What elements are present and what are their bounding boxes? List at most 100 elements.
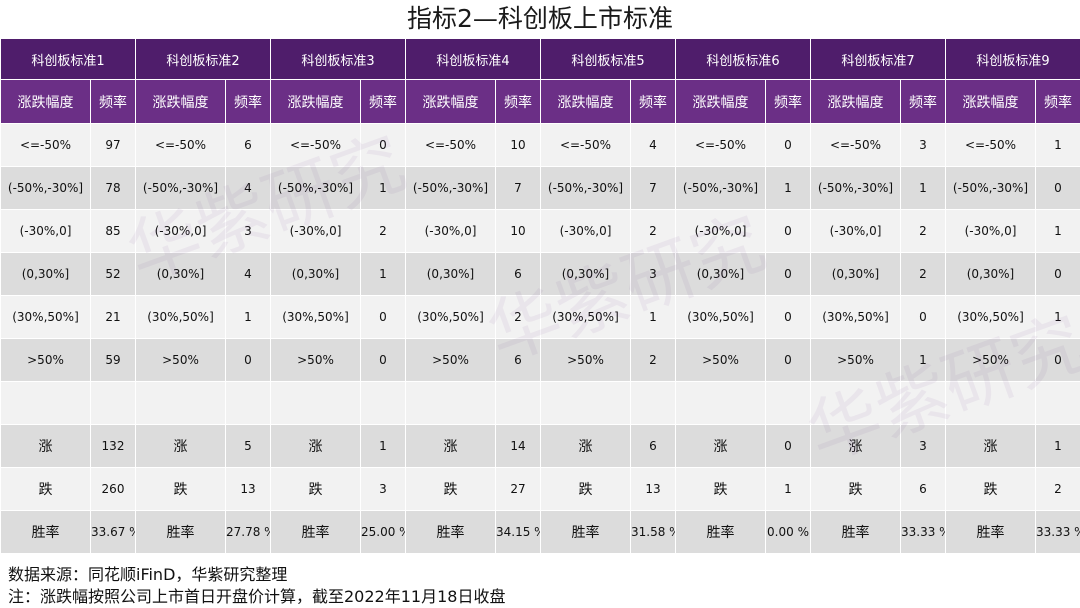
range-cell: (30%,50%]: [135, 295, 226, 339]
table-row: (0,30%] 52 (0,30%] 4 (0,30%] 1 (0,30%] 6 (0,30%]…: [0, 252, 1080, 296]
range-cell: <=-50%: [540, 123, 631, 167]
range-column-header: 涨跌幅度: [135, 79, 226, 124]
frequency-column-header: 频率: [765, 79, 811, 124]
table-row: <=-50% 97 <=-50% 6 <=-50% 0 <=-50% 10 <=-50% 4 <=-…: [0, 123, 1080, 167]
range-cell: (-50%,-30%]: [270, 166, 361, 210]
range-cell: (30%,50%]: [270, 295, 361, 339]
down-count-cell: 1: [765, 467, 811, 511]
frequency-cell: 0: [765, 123, 811, 167]
empty-cell: [675, 381, 766, 425]
range-cell: >50%: [810, 338, 901, 382]
standard-header: 科创板标准2: [135, 38, 271, 80]
frequency-cell: 6: [495, 252, 541, 296]
range-cell: (-50%,-30%]: [405, 166, 496, 210]
up-label-cell: 涨: [270, 424, 361, 468]
frequency-cell: 1: [765, 166, 811, 210]
range-cell: (30%,50%]: [945, 295, 1036, 339]
range-cell: (30%,50%]: [810, 295, 901, 339]
frequency-cell: 21: [90, 295, 136, 339]
win-rate-cell: 34.15 %: [495, 510, 541, 554]
down-label-cell: 跌: [135, 467, 226, 511]
frequency-cell: 1: [900, 338, 946, 382]
empty-cell: [90, 381, 136, 425]
down-count-cell: 3: [360, 467, 406, 511]
win-rate-label-cell: 胜率: [675, 510, 766, 554]
empty-cell: [495, 381, 541, 425]
range-cell: (-50%,-30%]: [540, 166, 631, 210]
frequency-cell: 2: [630, 209, 676, 253]
range-cell: (-30%,0]: [0, 209, 91, 253]
range-cell: (-30%,0]: [135, 209, 226, 253]
down-count-cell: 260: [90, 467, 136, 511]
table-row: (-50%,-30%] 78 (-50%,-30%] 4 (-50%,-30%] 1 (-5…: [0, 166, 1080, 210]
frequency-cell: 0: [900, 295, 946, 339]
column-header-row: 涨跌幅度 频率 涨跌幅度 频率 涨跌幅度 频率 涨跌幅度 频率 涨跌幅度 频率 涨跌幅度 频率 涨跌幅度…: [0, 79, 1080, 124]
frequency-cell: 0: [360, 123, 406, 167]
frequency-cell: 6: [495, 338, 541, 382]
win-rate-label-cell: 胜率: [945, 510, 1036, 554]
range-column-header: 涨跌幅度: [810, 79, 901, 124]
range-cell: (-50%,-30%]: [135, 166, 226, 210]
frequency-cell: 4: [225, 166, 271, 210]
frequency-cell: 6: [225, 123, 271, 167]
blank-row: [0, 381, 1080, 425]
range-cell: (-50%,-30%]: [945, 166, 1036, 210]
up-count-cell: 14: [495, 424, 541, 468]
range-cell: <=-50%: [0, 123, 91, 167]
up-count-cell: 3: [900, 424, 946, 468]
range-cell: (0,30%]: [135, 252, 226, 296]
up-count-cell: 5: [225, 424, 271, 468]
down-label-cell: 跌: [675, 467, 766, 511]
win-rate-label-cell: 胜率: [270, 510, 361, 554]
frequency-cell: 1: [630, 295, 676, 339]
standard-header: 科创板标准4: [405, 38, 541, 80]
empty-cell: [135, 381, 226, 425]
frequency-cell: 78: [90, 166, 136, 210]
frequency-cell: 0: [360, 295, 406, 339]
down-count-cell: 27: [495, 467, 541, 511]
frequency-cell: 1: [225, 295, 271, 339]
frequency-column-header: 频率: [630, 79, 676, 124]
frequency-cell: 1: [1035, 209, 1080, 253]
down-count-cell: 6: [900, 467, 946, 511]
frequency-cell: 2: [360, 209, 406, 253]
range-cell: (30%,50%]: [540, 295, 631, 339]
frequency-cell: 0: [765, 295, 811, 339]
up-label-cell: 涨: [405, 424, 496, 468]
down-count-row: 跌 260 跌 13 跌 3 跌 27 跌 13 跌 1 跌 6 跌 2: [0, 467, 1080, 511]
empty-cell: [900, 381, 946, 425]
range-cell: (-30%,0]: [810, 209, 901, 253]
standard-header: 科创板标准9: [945, 38, 1080, 80]
range-column-header: 涨跌幅度: [945, 79, 1036, 124]
range-cell: <=-50%: [270, 123, 361, 167]
win-rate-cell: 25.00 %: [360, 510, 406, 554]
frequency-cell: 0: [1035, 252, 1080, 296]
range-cell: >50%: [405, 338, 496, 382]
frequency-column-header: 频率: [225, 79, 271, 124]
frequency-cell: 2: [495, 295, 541, 339]
range-cell: (-30%,0]: [675, 209, 766, 253]
empty-cell: [0, 381, 91, 425]
win-rate-label-cell: 胜率: [810, 510, 901, 554]
up-label-cell: 涨: [540, 424, 631, 468]
win-rate-cell: 33.33 %: [900, 510, 946, 554]
down-label-cell: 跌: [405, 467, 496, 511]
range-cell: (30%,50%]: [0, 295, 91, 339]
frequency-cell: 2: [900, 252, 946, 296]
down-count-cell: 13: [630, 467, 676, 511]
range-cell: <=-50%: [810, 123, 901, 167]
up-label-cell: 涨: [675, 424, 766, 468]
win-rate-cell: 27.78 %: [225, 510, 271, 554]
frequency-cell: 7: [630, 166, 676, 210]
standard-header: 科创板标准7: [810, 38, 946, 80]
frequency-cell: 0: [225, 338, 271, 382]
range-cell: (30%,50%]: [405, 295, 496, 339]
frequency-cell: 1: [360, 166, 406, 210]
range-cell: (0,30%]: [0, 252, 91, 296]
frequency-cell: 3: [900, 123, 946, 167]
up-label-cell: 涨: [945, 424, 1036, 468]
up-label-cell: 涨: [810, 424, 901, 468]
range-cell: (-50%,-30%]: [810, 166, 901, 210]
frequency-cell: 3: [630, 252, 676, 296]
